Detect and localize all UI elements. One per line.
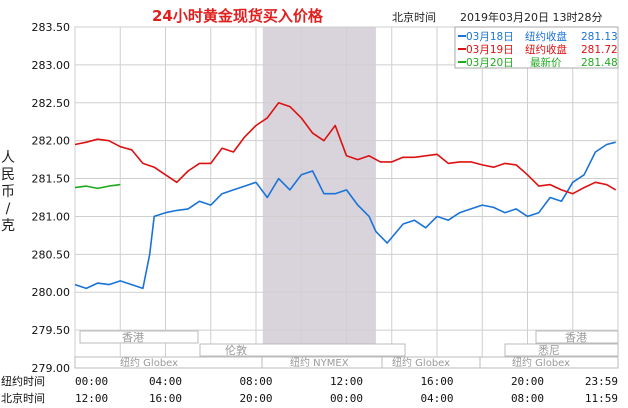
market-label-globex-3: 纽约 Globex	[512, 356, 570, 369]
legend-label-0: 纽约收盘	[525, 30, 567, 43]
tz-label: 北京时间	[392, 10, 436, 24]
legend-date-1: 03月19日	[466, 44, 514, 56]
series-line-1	[74, 102, 617, 195]
bj-time-label: 北京时间	[1, 391, 45, 405]
legend: 03月18日 纽约收盘 281.13 03月19日 纽约收盘 281.72 03…	[454, 26, 619, 69]
x-tick-ny: 04:00	[149, 375, 182, 388]
x-axis-ticks: 00:00 12:00 04:00 16:00 08:00 20:00 12:00 00:00…	[75, 375, 618, 405]
legend-date-2: 03月20日	[466, 57, 514, 69]
legend-label-1: 纽约收盘	[525, 43, 567, 56]
market-box-globex-3	[479, 356, 619, 369]
y-tick-label: 281.50	[32, 173, 71, 186]
x-tick-bj: 16:00	[149, 392, 182, 405]
y-axis-title-char: 人	[1, 150, 15, 166]
market-label-sydney: 悉尼	[538, 344, 560, 357]
market-box-sydney	[504, 343, 619, 357]
highlight-band	[262, 27, 376, 368]
legend-value-1: 281.72	[581, 44, 618, 56]
legend-value-0: 281.13	[581, 31, 618, 43]
market-sessions: 香港 香港 伦敦 悉尼 纽约 Globex 纽约 NYMEX 纽约 Globex…	[74, 330, 619, 369]
y-tick-label: 283.00	[32, 59, 71, 72]
legend-label-2: 最新价	[530, 56, 562, 69]
series-lines	[74, 102, 617, 290]
legend-box	[454, 26, 619, 69]
y-axis-title-char: /	[6, 201, 11, 217]
series-line-0	[74, 141, 616, 290]
y-tick-label: 282.00	[32, 135, 71, 148]
legend-date-0: 03月18日	[466, 31, 514, 43]
series-line-2	[74, 183, 121, 190]
market-label-hongkong-2: 香港	[565, 331, 587, 344]
market-box-london	[199, 343, 406, 357]
x-tick-bj: 20:00	[239, 392, 272, 405]
x-tick-ny: 20:00	[511, 375, 544, 388]
x-tick-ny: 08:00	[239, 375, 272, 388]
x-tick-ny: 00:00	[75, 375, 108, 388]
x-tick-bj: 08:00	[511, 392, 544, 405]
x-tick-bj: 04:00	[420, 392, 453, 405]
x-tick-ny: 12:00	[330, 375, 363, 388]
x-tick-bj: 11:59	[585, 392, 618, 405]
timestamp: 2019年03月20日 13时28分	[460, 10, 602, 24]
ny-time-label: 纽约时间	[1, 374, 45, 388]
y-axis-title: 人民币/克	[1, 150, 15, 234]
market-label-globex-2: 纽约 Globex	[392, 356, 450, 369]
y-axis-title-char: 币	[1, 184, 15, 200]
y-tick-label: 279.50	[32, 324, 71, 337]
market-label-nymex: 纽约 NYMEX	[290, 356, 349, 369]
market-box-hongkong-2	[535, 330, 619, 344]
x-tick-ny: 23:59	[585, 375, 618, 388]
y-axis-title-char: 克	[1, 218, 15, 234]
y-tick-label: 280.00	[32, 286, 71, 299]
x-tick-bj: 00:00	[330, 392, 363, 405]
market-label-hongkong-1: 香港	[122, 331, 144, 344]
x-tick-bj: 12:00	[75, 392, 108, 405]
y-tick-label: 279.00	[32, 362, 71, 375]
y-tick-label: 283.50	[32, 21, 71, 34]
market-label-globex-1: 纽约 Globex	[120, 356, 178, 369]
chart-title: 24小时黄金现货买入价格	[152, 7, 324, 25]
market-box-hongkong-1	[79, 330, 199, 344]
x-tick-ny: 16:00	[420, 375, 453, 388]
market-label-london: 伦敦	[225, 343, 247, 357]
y-axis-ticks: 283.50 283.00 282.50 282.00 281.50 281.00 280.…	[32, 21, 71, 375]
y-axis-title-char: 民	[1, 167, 15, 183]
legend-value-2: 281.48	[581, 57, 618, 69]
y-tick-label: 280.50	[32, 248, 71, 261]
y-tick-label: 282.50	[32, 97, 71, 110]
y-tick-label: 281.00	[32, 210, 71, 223]
